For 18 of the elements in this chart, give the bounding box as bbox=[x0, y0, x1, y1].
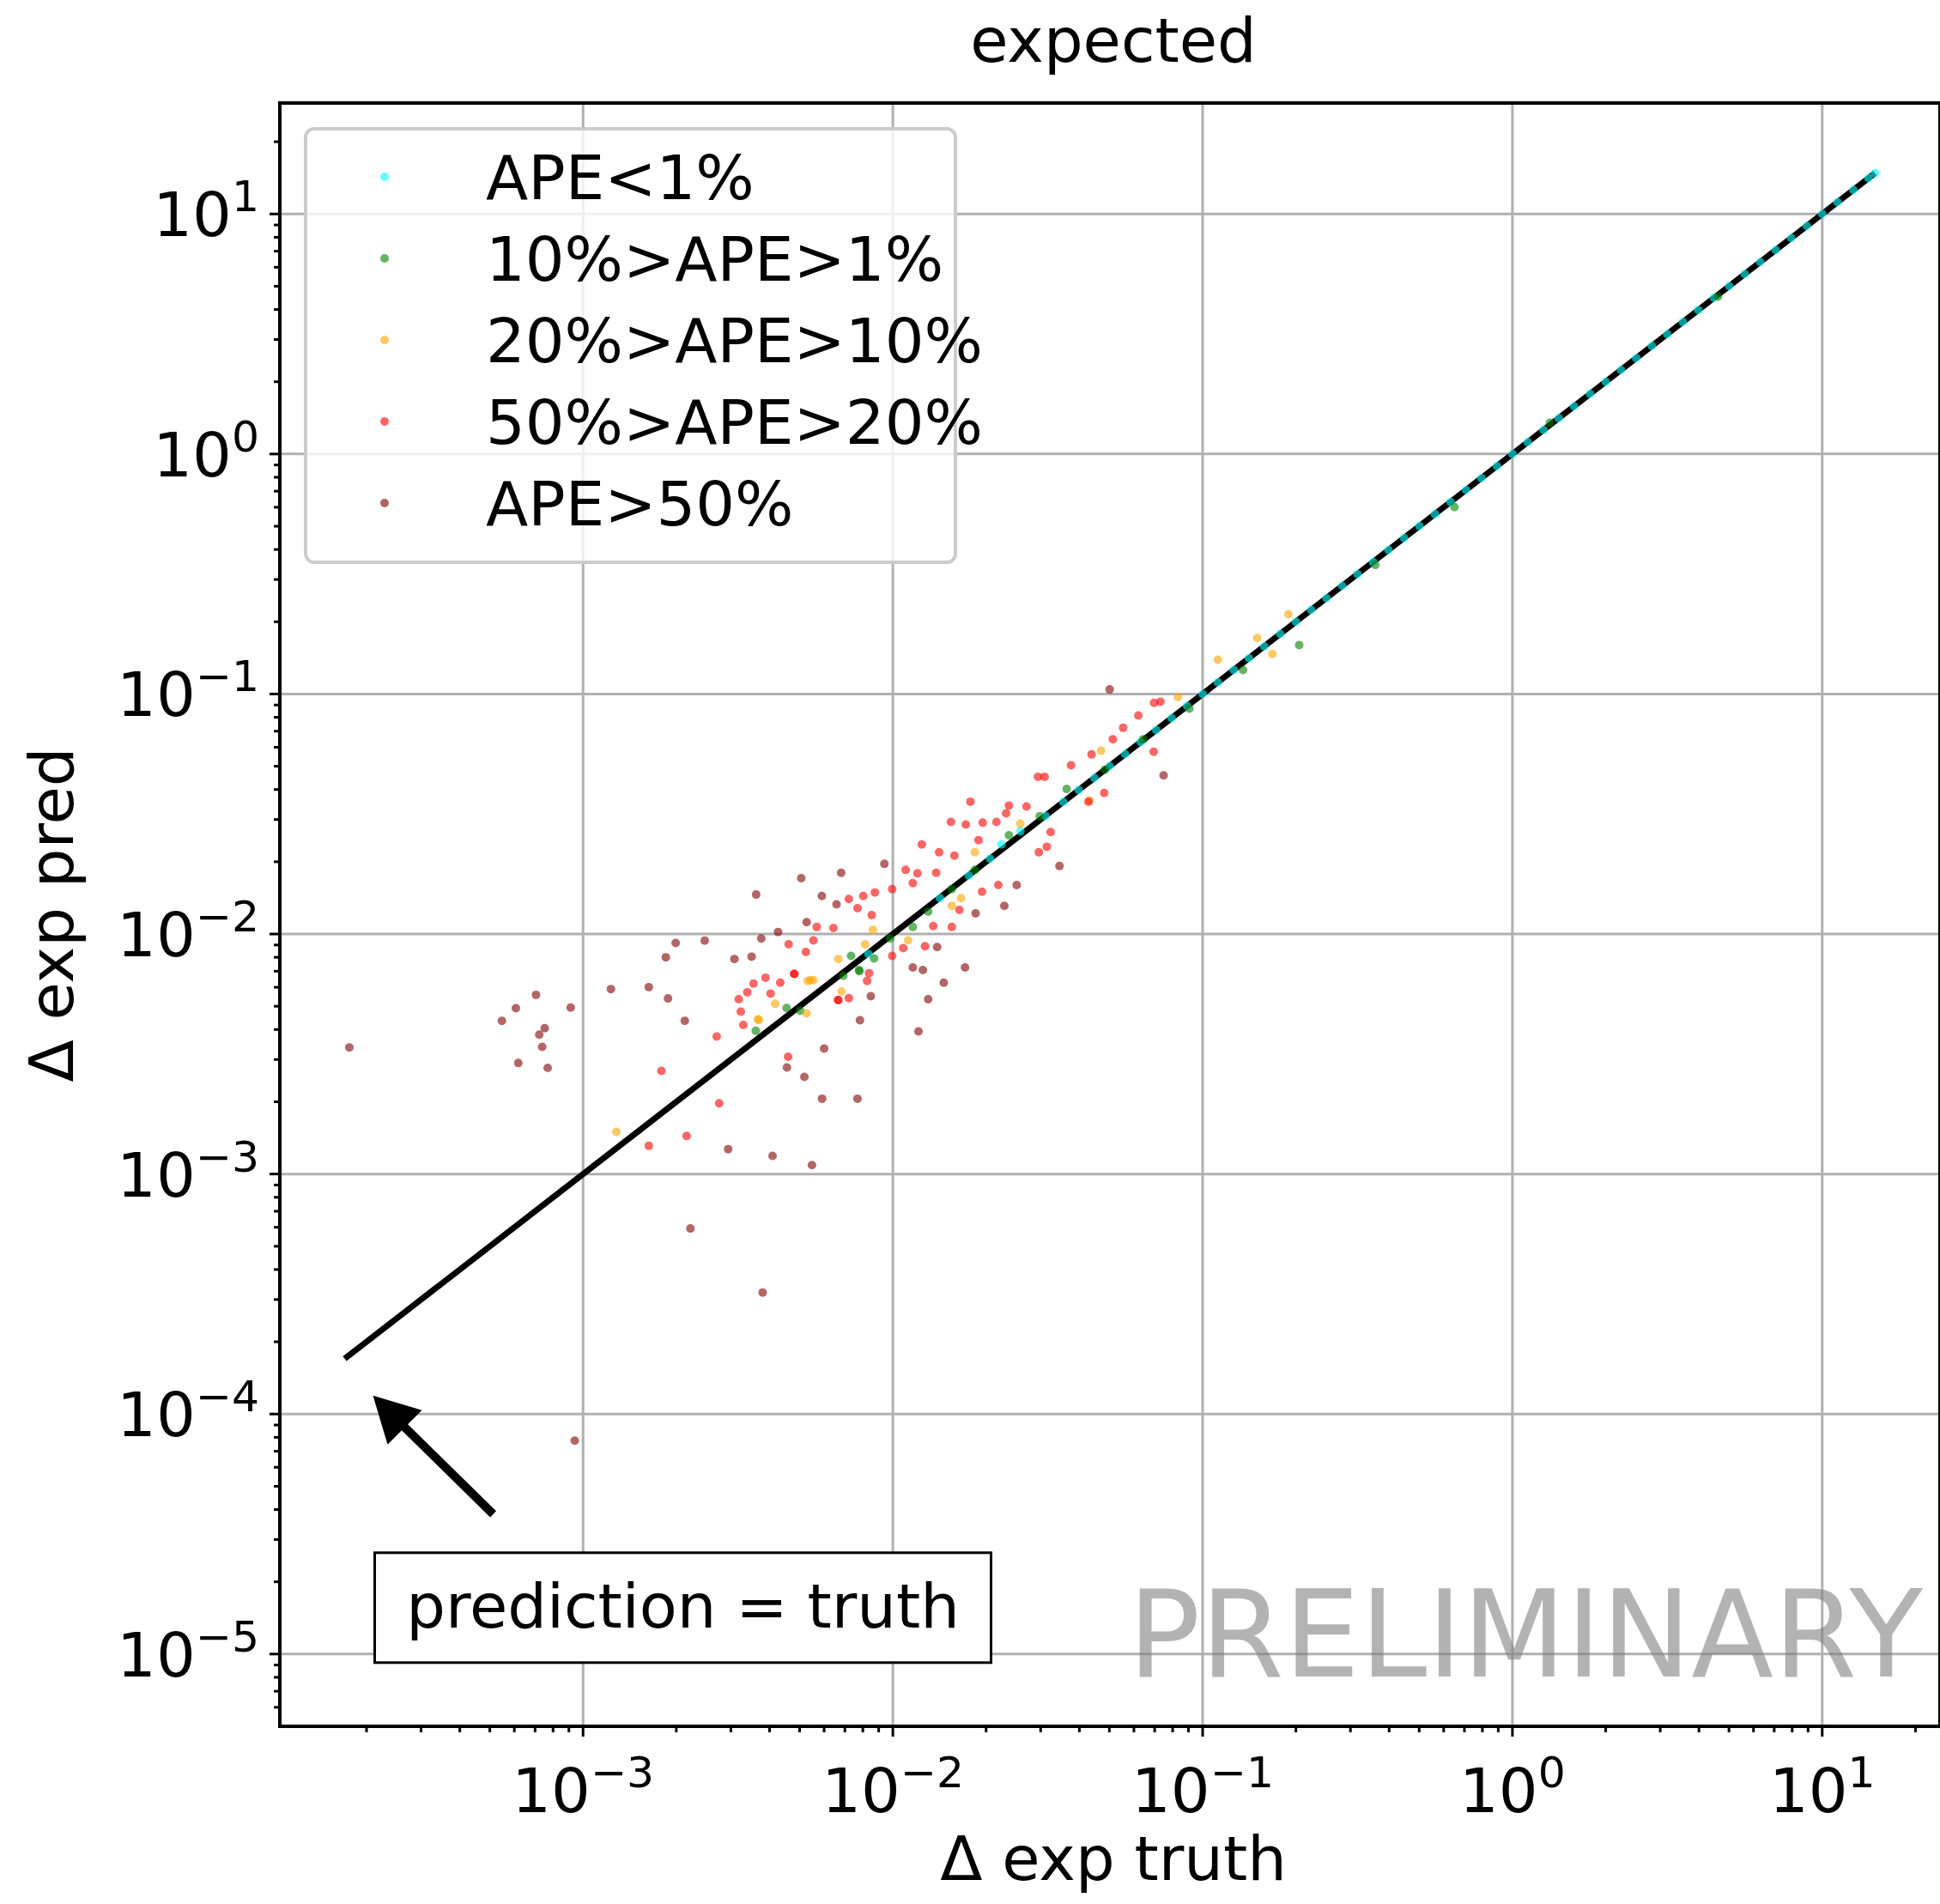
x-tick-label: 10$^{−3}$ bbox=[512, 1746, 655, 1827]
legend-label: 50%>APE>20% bbox=[486, 386, 983, 458]
y-tick-label: 10$^{0}$ bbox=[153, 410, 259, 491]
x-tick-label: 10$^{1}$ bbox=[1768, 1746, 1876, 1827]
y-tick-label: 10$^{−3}$ bbox=[117, 1131, 259, 1211]
y-axis-title: Δ exp pred bbox=[15, 747, 88, 1082]
y-tick-label: 10$^{1}$ bbox=[153, 170, 259, 252]
y-tick-label: 10$^{−1}$ bbox=[117, 650, 259, 731]
legend-label: 20%>APE>10% bbox=[486, 305, 983, 377]
y-tick-label: 10$^{−2}$ bbox=[117, 890, 259, 972]
legend-label: 10%>APE>1% bbox=[486, 223, 944, 295]
y-tick-label: 10$^{−5}$ bbox=[117, 1610, 259, 1691]
chart-title: expected bbox=[970, 4, 1257, 76]
annotation: prediction = truth bbox=[406, 1569, 960, 1642]
y-tick-label: 10$^{−4}$ bbox=[117, 1370, 259, 1452]
legend-label: APE>50% bbox=[486, 468, 794, 540]
x-tick-label: 10$^{0}$ bbox=[1459, 1746, 1566, 1827]
legend-label: APE<1% bbox=[486, 142, 755, 214]
